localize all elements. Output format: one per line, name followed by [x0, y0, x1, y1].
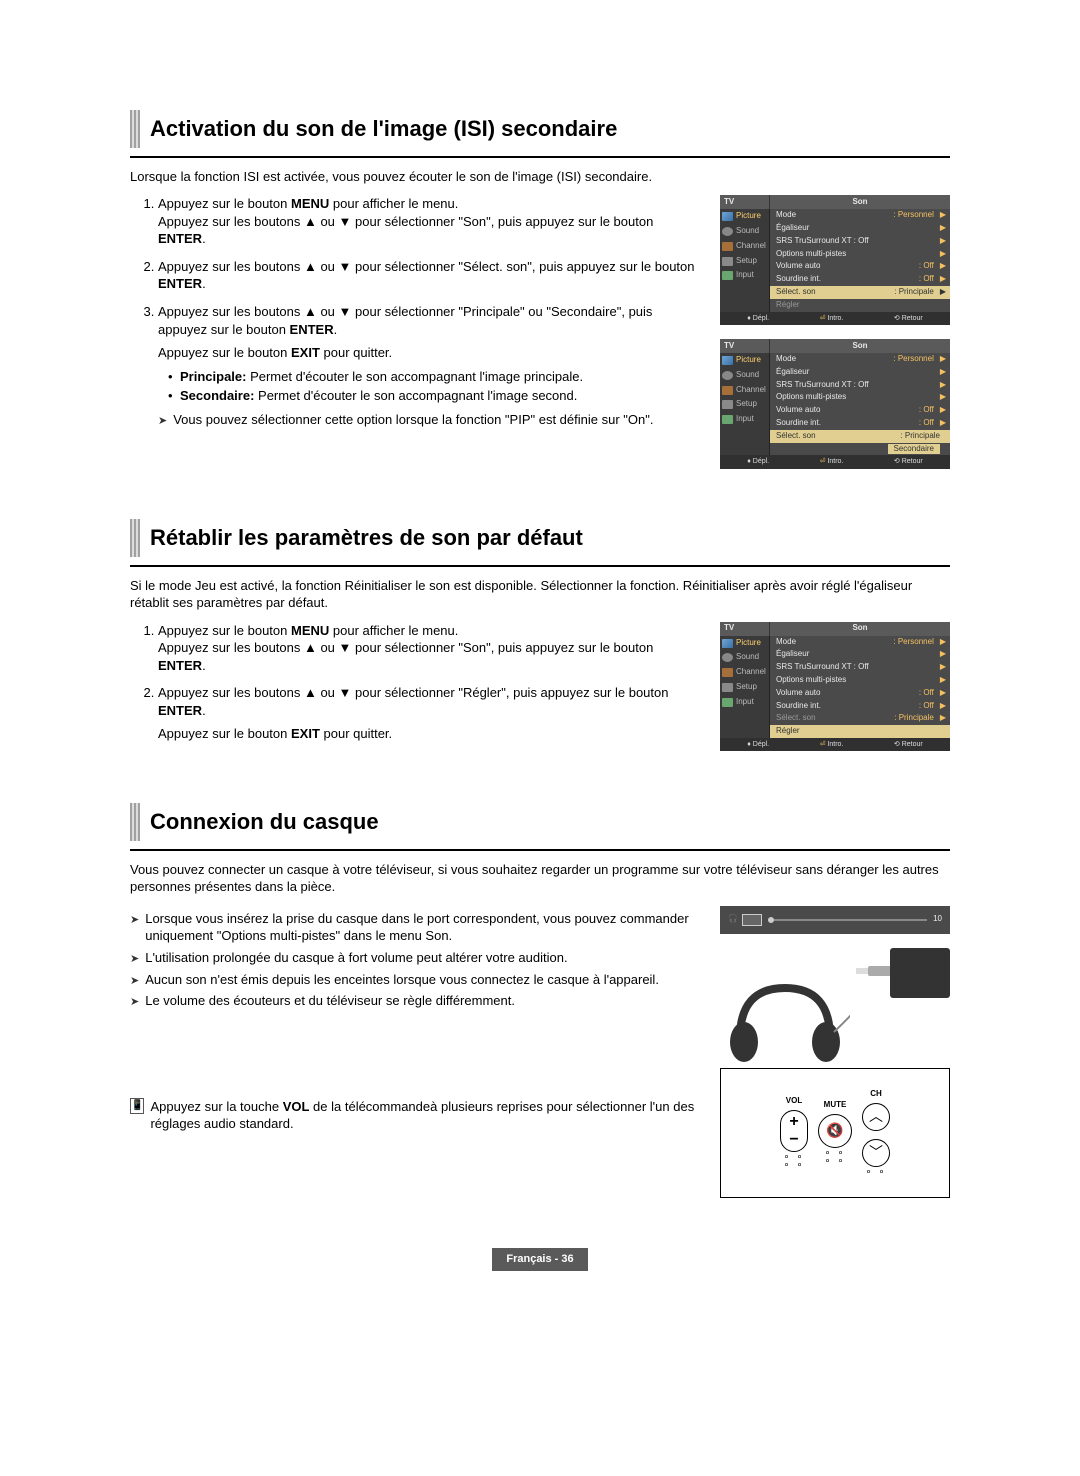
- headphone-port-icon: 🎧 10: [720, 906, 950, 934]
- headphone-figure: [720, 948, 950, 1068]
- ch-down-icon: ﹀: [862, 1139, 890, 1167]
- osd-row-select-son-2: Sélect. son: Principale: [770, 430, 950, 443]
- title-divider: [130, 156, 950, 158]
- osd-menu-3: TVSon Picture Sound Channel Setup Input …: [720, 622, 950, 752]
- section-pip-sound: Activation du son de l'image (ISI) secon…: [130, 110, 950, 469]
- ch-up-icon: ︿: [862, 1103, 890, 1131]
- osd-side-nav: Picture Sound Channel Setup Input: [720, 209, 770, 311]
- section1-text: Appuyez sur le bouton MENU pour afficher…: [130, 195, 700, 438]
- title-bar-icon: [130, 110, 140, 148]
- section1-intro: Lorsque la fonction ISI est activée, vou…: [130, 168, 950, 186]
- dots-icon: ∘ ∘∘ ∘: [783, 1154, 804, 1170]
- headphone-icon: [720, 968, 850, 1068]
- step3-exit: Appuyez sur le bouton EXIT pour quitter.: [158, 344, 700, 362]
- vol-tip: 📱 Appuyez sur la touche VOL de la téléco…: [130, 1098, 700, 1133]
- vol-up-icon: +: [789, 1115, 798, 1129]
- section-reset-sound: Rétablir les paramètres de son par défau…: [130, 519, 950, 753]
- vol-down-icon: −: [789, 1133, 798, 1147]
- ch-rocker: CH ︿ ﹀ ∘ ∘: [862, 1089, 890, 1177]
- mute-button: MUTE 🔇 ∘ ∘∘ ∘: [818, 1100, 852, 1166]
- osd-row-regler: Régler: [770, 725, 950, 738]
- side-picture: Picture: [720, 209, 769, 224]
- principale-secondaire-bullets: •Principale: Permet d'écouter le son acc…: [158, 368, 700, 405]
- section1-content: Appuyez sur le bouton MENU pour afficher…: [130, 195, 950, 469]
- side-channel: Channel: [720, 239, 769, 254]
- step-2: Appuyez sur les boutons ▲ ou ▼ pour séle…: [158, 684, 700, 743]
- bullet-principale: •Principale: Permet d'écouter le son acc…: [168, 368, 700, 386]
- headphone-notes: Lorsque vous insérez la prise du casque …: [130, 910, 700, 1011]
- section2-steps: Appuyez sur le bouton MENU pour afficher…: [130, 622, 700, 743]
- jack-icon: [742, 914, 762, 926]
- side-sound: Sound: [720, 224, 769, 239]
- remote-figure: VOL + − ∘ ∘∘ ∘ MUTE 🔇 ∘ ∘∘ ∘ CH ︿ ﹀: [720, 1068, 950, 1198]
- osd-row-select-son: Sélect. son: Principale▶: [770, 286, 950, 299]
- section-title-2: Rétablir les paramètres de son par défau…: [130, 519, 950, 557]
- step-2: Appuyez sur les boutons ▲ ou ▼ pour séle…: [158, 258, 700, 293]
- bullet-secondaire: •Secondaire: Permet d'écouter le son acc…: [168, 387, 700, 405]
- note-arrow-icon: [158, 411, 167, 429]
- section-headphone: Connexion du casque Vous pouvez connecte…: [130, 803, 950, 1198]
- section1-figures: TVSon Picture Sound Channel Setup Input …: [720, 195, 950, 469]
- note-pip: Vous pouvez sélectionner cette option lo…: [158, 411, 700, 429]
- step-3: Appuyez sur les boutons ▲ ou ▼ pour séle…: [158, 303, 700, 429]
- step-1: Appuyez sur le bouton MENU pour afficher…: [158, 622, 700, 675]
- side-input: Input: [720, 268, 769, 283]
- section-title-3: Connexion du casque: [130, 803, 950, 841]
- plug-icon: [890, 948, 950, 998]
- side-setup: Setup: [720, 254, 769, 269]
- page-footer: Français - 36: [130, 1248, 950, 1271]
- title-text: Activation du son de l'image (ISI) secon…: [150, 110, 617, 148]
- osd-list: Mode: Personnel▶ Égaliseur▶ SRS TruSurro…: [770, 209, 950, 311]
- osd-menu-1: TVSon Picture Sound Channel Setup Input …: [720, 195, 950, 325]
- section-title-1: Activation du son de l'image (ISI) secon…: [130, 110, 950, 148]
- remote-hint-icon: 📱: [130, 1098, 144, 1114]
- vol-rocker: VOL + − ∘ ∘∘ ∘: [780, 1096, 808, 1170]
- osd-menu-2: TVSon Picture Sound Channel Setup Input …: [720, 339, 950, 469]
- mute-icon: 🔇: [818, 1114, 852, 1148]
- section1-steps: Appuyez sur le bouton MENU pour afficher…: [130, 195, 700, 428]
- step-1: Appuyez sur le bouton MENU pour afficher…: [158, 195, 700, 248]
